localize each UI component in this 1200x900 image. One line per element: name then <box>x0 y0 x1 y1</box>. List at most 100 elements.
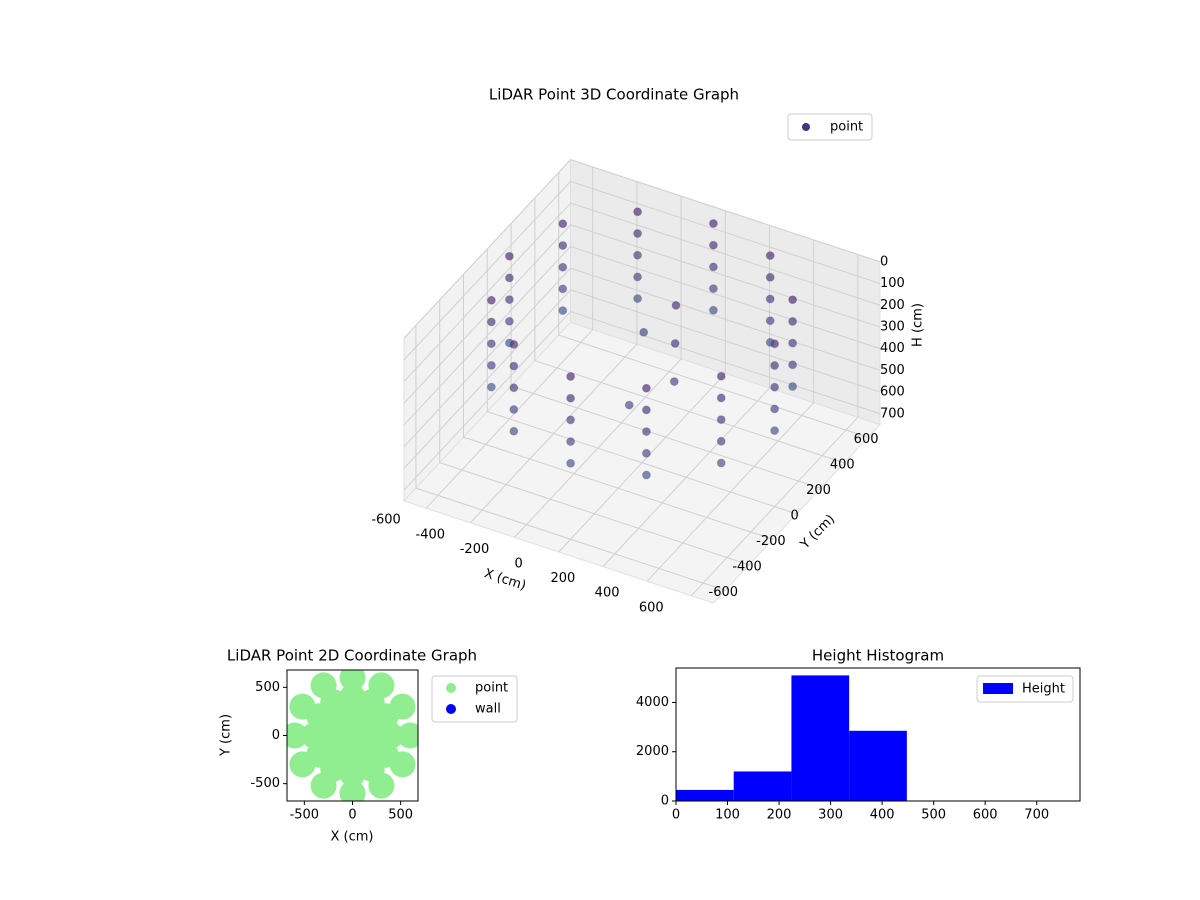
point <box>641 427 651 437</box>
point <box>509 361 519 371</box>
point <box>368 772 395 799</box>
legend-marker <box>983 683 1013 694</box>
point <box>765 272 775 282</box>
x-tick-label: -600 <box>371 513 401 528</box>
x-axis-label: X (cm) <box>331 830 374 845</box>
point <box>339 670 366 691</box>
y-tick-label: -500 <box>250 776 280 791</box>
point <box>486 295 496 305</box>
y-axis-label: Y (cm) <box>797 512 838 553</box>
point <box>633 294 643 304</box>
bar <box>676 789 734 801</box>
grid-line <box>403 267 881 447</box>
y-tick-label: 500 <box>255 680 280 695</box>
point <box>788 360 798 370</box>
y-axis-label: Y (cm) <box>219 714 234 757</box>
legend-marker <box>446 683 456 693</box>
title: Height Histogram <box>812 647 944 665</box>
point <box>566 415 576 425</box>
point <box>708 284 718 294</box>
grid-line <box>486 248 797 515</box>
grid-line <box>463 274 774 540</box>
point <box>504 295 514 305</box>
point <box>397 722 418 749</box>
point <box>641 448 651 458</box>
point <box>770 361 780 370</box>
axes-frame <box>675 667 1081 802</box>
z-tick-label: 600 <box>880 385 905 400</box>
x-tick-label: 400 <box>595 586 620 601</box>
z-tick-label: 400 <box>880 341 905 356</box>
point <box>624 400 634 410</box>
x-tick-label: -400 <box>416 527 446 542</box>
point <box>486 382 496 392</box>
bar <box>733 771 792 801</box>
z-tick-label: 200 <box>880 298 905 313</box>
x-tick-label: 600 <box>973 808 998 823</box>
point <box>558 240 568 250</box>
grid-line <box>646 239 815 582</box>
point <box>641 405 651 415</box>
grid-line <box>403 289 881 469</box>
legend-marker <box>446 704 456 714</box>
x-tick-label: 500 <box>921 808 946 823</box>
y-tick-label: 0 <box>791 508 799 523</box>
point <box>310 672 337 699</box>
point <box>708 240 718 250</box>
y-tick-label: -200 <box>756 534 786 549</box>
y-tick-label: 200 <box>806 483 831 498</box>
z-tick-label: 300 <box>880 319 905 334</box>
point <box>788 382 798 392</box>
point <box>708 262 718 272</box>
legend-label: point <box>830 120 863 135</box>
point <box>633 207 643 217</box>
point <box>558 262 568 272</box>
y-tick-label: 600 <box>854 432 879 447</box>
point <box>486 317 496 327</box>
point <box>287 722 308 749</box>
point <box>788 295 798 305</box>
point <box>389 693 416 720</box>
bar <box>849 730 907 801</box>
point <box>765 316 775 326</box>
point <box>633 250 643 260</box>
legend-label: Height <box>1022 682 1065 697</box>
grid-line <box>403 245 881 426</box>
point <box>339 780 366 801</box>
point <box>770 426 780 436</box>
point <box>765 294 775 304</box>
point <box>289 693 316 720</box>
y-tick-label: 400 <box>830 457 855 472</box>
legend-box <box>976 675 1074 703</box>
point <box>670 339 680 348</box>
point <box>509 426 519 436</box>
grid-line <box>403 310 881 491</box>
grid-line <box>403 180 881 361</box>
point <box>486 360 496 370</box>
grid-line <box>558 210 726 553</box>
point <box>558 219 568 229</box>
legend-box <box>787 113 873 141</box>
x-tick-label: 200 <box>550 571 575 586</box>
point <box>509 405 519 414</box>
grid-line <box>558 172 869 438</box>
point <box>639 327 649 337</box>
point <box>765 337 775 347</box>
point <box>389 751 416 778</box>
point <box>716 371 726 381</box>
grid-line <box>415 325 726 591</box>
x-tick-label: 200 <box>767 808 792 823</box>
point <box>504 338 514 348</box>
title: LiDAR Point 2D Coordinate Graph <box>227 647 477 665</box>
grid-line <box>403 202 881 382</box>
y-tick-label: 0 <box>272 728 280 743</box>
point <box>504 251 514 261</box>
bar <box>791 675 850 801</box>
point <box>716 458 726 468</box>
point <box>633 229 643 238</box>
x-tick-label: 300 <box>818 808 843 823</box>
point <box>566 437 576 447</box>
x-tick-label: 500 <box>388 808 413 823</box>
grid-line <box>690 254 859 597</box>
point <box>558 306 568 316</box>
